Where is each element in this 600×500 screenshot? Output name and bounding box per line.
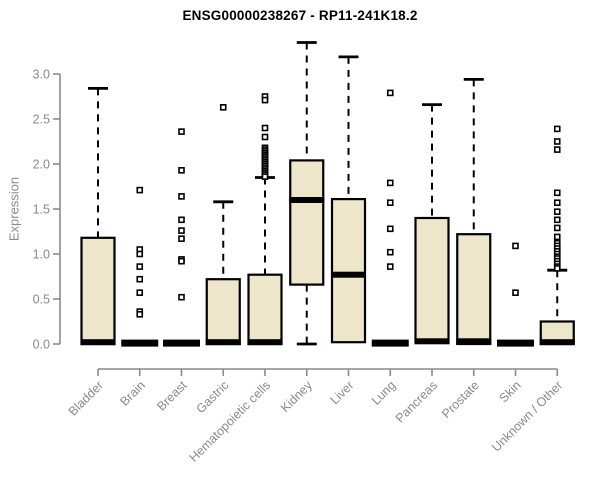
- outlier-point: [136, 186, 144, 194]
- iqr-box: [330, 198, 367, 344]
- y-tick-label: 1.0: [33, 248, 50, 262]
- outlier-point: [136, 250, 144, 258]
- x-tick-label: Liver: [328, 378, 357, 407]
- box-unknown-other: [539, 125, 575, 346]
- box-gastric: [205, 104, 241, 346]
- x-tick-label: Brain: [117, 378, 148, 409]
- outlier-point: [136, 275, 144, 283]
- box-breast: [163, 128, 200, 347]
- outlier-point: [553, 189, 561, 197]
- y-tick-label: 2.0: [33, 158, 50, 172]
- median-line: [163, 339, 200, 347]
- iqr-box: [80, 236, 116, 346]
- outlier-point: [178, 193, 185, 200]
- outlier-point: [178, 167, 185, 174]
- outlier-point: [553, 199, 561, 206]
- outlier-point: [553, 224, 561, 232]
- outlier-point: [178, 128, 185, 135]
- outlier-point: [553, 233, 561, 241]
- box-lung: [371, 89, 409, 347]
- outlier-point: [386, 248, 394, 256]
- x-tick-label: Hematopoietic cells: [187, 378, 274, 465]
- x-tick-label: Bladder: [66, 378, 106, 418]
- outlier-point: [386, 225, 394, 233]
- outlier-point: [386, 263, 394, 270]
- outlier-point: [219, 104, 227, 111]
- median-line: [539, 339, 575, 346]
- outlier-point: [386, 179, 394, 187]
- iqr-box: [205, 278, 241, 346]
- box-liver: [330, 55, 367, 344]
- median-line: [247, 339, 283, 346]
- median-line: [289, 197, 325, 203]
- median-line: [205, 339, 241, 346]
- y-tick-label: 1.5: [33, 203, 50, 217]
- iqr-box: [247, 273, 283, 346]
- median-line: [414, 338, 450, 345]
- x-tick-label: Pancreas: [393, 378, 440, 425]
- box-pancreas: [414, 103, 450, 345]
- outlier-point: [512, 242, 519, 250]
- box-hematopoietic-cells: [247, 93, 283, 346]
- outlier-point: [261, 173, 269, 180]
- box-prostate: [456, 78, 492, 346]
- y-tick-label: 2.5: [33, 113, 50, 127]
- x-tick-label: Gastric: [193, 378, 231, 416]
- x-tick-label: Prostate: [439, 378, 482, 421]
- box-bladder: [80, 87, 116, 346]
- outlier-point: [136, 263, 144, 270]
- median-line: [497, 339, 534, 347]
- chart-title: ENSG00000238267 - RP11-241K18.2: [182, 8, 418, 23]
- outlier-point: [553, 138, 561, 145]
- median-line: [456, 338, 492, 345]
- median-line: [371, 339, 409, 347]
- outlier-point: [553, 208, 561, 215]
- outlier-point: [178, 227, 185, 234]
- outlier-point: [553, 125, 561, 133]
- outlier-point: [178, 293, 185, 301]
- y-tick-label: 0.5: [33, 293, 50, 307]
- box-skin: [497, 242, 534, 347]
- x-tick-label: Unknown / Other: [489, 378, 565, 454]
- iqr-box: [289, 159, 325, 286]
- outlier-point: [386, 199, 394, 206]
- outlier-point: [512, 289, 519, 297]
- x-tick-label: Lung: [369, 378, 399, 408]
- x-tick-label: Kidney: [278, 378, 315, 415]
- iqr-box: [456, 233, 492, 346]
- outlier-point: [178, 216, 185, 224]
- iqr-box: [414, 216, 450, 344]
- outlier-point: [261, 96, 269, 104]
- x-tick-label: Breast: [154, 378, 190, 414]
- outlier-point: [553, 265, 561, 272]
- x-tick-label: Skin: [497, 378, 524, 405]
- box-brain: [121, 186, 159, 347]
- outlier-point: [553, 216, 561, 224]
- outlier-point: [261, 124, 269, 132]
- y-tick-label: 0.0: [33, 338, 50, 352]
- median-line: [331, 271, 366, 278]
- outlier-point: [136, 289, 144, 297]
- y-tick-label: 3.0: [33, 68, 50, 82]
- outlier-point: [178, 257, 185, 265]
- outlier-point: [386, 89, 394, 97]
- outlier-point: [553, 146, 561, 153]
- box-kidney: [289, 41, 325, 346]
- outlier-point: [261, 133, 269, 141]
- outlier-point: [178, 235, 185, 242]
- median-line: [80, 339, 116, 346]
- median-line: [121, 339, 159, 347]
- outlier-point: [136, 310, 144, 318]
